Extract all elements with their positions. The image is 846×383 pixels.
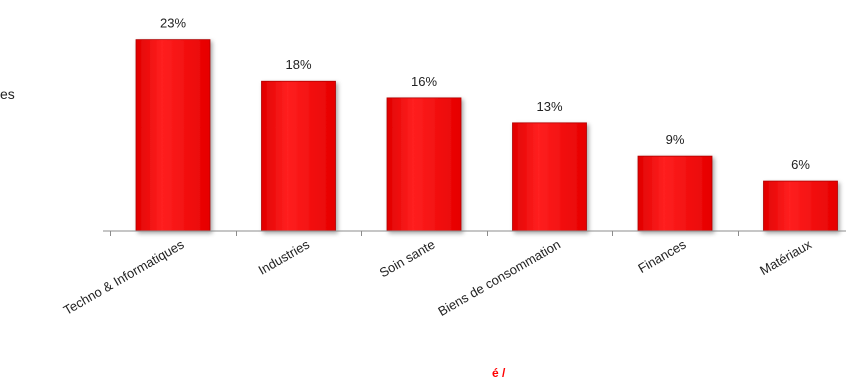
- bars-group: [135, 39, 838, 232]
- bar-value-label: 13%: [536, 99, 562, 114]
- bar: [637, 155, 713, 232]
- category-tick-label: Finances: [635, 236, 689, 276]
- category-tick-label: Biens de consommation: [435, 237, 563, 319]
- category-tick-label: Techno & Informatiques: [61, 236, 187, 318]
- bar-value-label: 23%: [160, 16, 186, 31]
- cropped-left-text: es: [0, 86, 15, 102]
- cropped-bottom-text: é /: [492, 366, 506, 380]
- bar: [386, 97, 462, 232]
- bar: [135, 39, 211, 232]
- x-axis: [103, 230, 846, 236]
- category-tick-label: Soin sante: [377, 237, 438, 281]
- category-tick-label: Matériaux: [757, 236, 814, 278]
- bar: [261, 80, 336, 232]
- bar: [512, 122, 587, 232]
- category-tick-label: Industries: [256, 236, 313, 277]
- bar-value-label: 18%: [285, 57, 311, 72]
- bar-value-label: 6%: [791, 157, 810, 172]
- bar-value-label: 9%: [666, 132, 685, 147]
- bar-value-label: 16%: [411, 74, 437, 89]
- bar: [763, 180, 838, 232]
